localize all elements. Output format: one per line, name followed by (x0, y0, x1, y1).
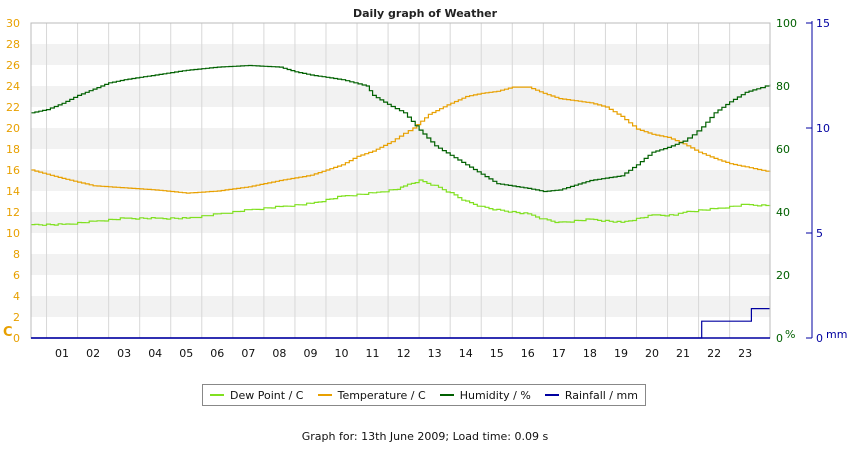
x-tick-label: 18 (583, 347, 597, 360)
x-tick-label: 02 (86, 347, 100, 360)
y-rain-tick-label: 5 (816, 227, 823, 240)
y-rain-unit-label: mm (826, 328, 847, 341)
y-left-tick-label: 10 (6, 227, 20, 240)
series-line-humidity (31, 64, 771, 193)
grid-band (31, 44, 770, 65)
x-tick-label: 03 (117, 347, 131, 360)
y-humidity-tick-label: 100 (776, 17, 797, 30)
legend-label: Dew Point / C (230, 388, 304, 402)
x-tick-label: 21 (676, 347, 690, 360)
y-left-unit-label: C (3, 325, 13, 340)
legend-item: Rainfall / mm (544, 388, 638, 402)
x-tick-label: 10 (335, 347, 349, 360)
x-tick-label: 08 (272, 347, 286, 360)
x-tick-label: 20 (645, 347, 659, 360)
grid-band (31, 107, 770, 128)
legend-item: Humidity / % (439, 388, 531, 402)
legend-label: Humidity / % (459, 388, 531, 402)
y-left-tick-label: 2 (13, 311, 20, 324)
footer-text: Graph for: 13th June 2009; Load time: 0.… (301, 430, 549, 443)
y-humidity-unit-label: % (785, 328, 795, 341)
x-tick-label: 04 (148, 347, 162, 360)
grid-band (31, 65, 770, 86)
chart-title: Daily graph of Weather (353, 7, 498, 20)
y-rain-tick-label: 0 (816, 332, 823, 345)
y-left-tick-label: 26 (6, 59, 20, 72)
x-tick-label: 07 (241, 347, 255, 360)
x-tick-label: 05 (179, 347, 193, 360)
y-humidity-tick-label: 60 (776, 143, 790, 156)
y-left-tick-label: 12 (6, 206, 20, 219)
legend-item: Temperature / C (317, 388, 426, 402)
x-tick-label: 15 (490, 347, 504, 360)
y-left-tick-label: 20 (6, 122, 20, 135)
x-tick-label: 06 (210, 347, 224, 360)
y-left-tick-label: 0 (13, 332, 20, 345)
y-humidity-tick-label: 20 (776, 269, 790, 282)
grid-band (31, 317, 770, 338)
x-tick-label: 22 (707, 347, 721, 360)
grid-band (31, 191, 770, 212)
grid-band (31, 170, 770, 191)
y-rain-tick-label: 10 (816, 122, 830, 135)
legend-item: Dew Point / C (210, 389, 303, 402)
grid-band (31, 212, 770, 233)
grid-band (31, 86, 770, 107)
series-line-temperature (31, 86, 771, 194)
legend-label: Temperature / C (337, 388, 426, 402)
x-tick-label: 13 (428, 347, 442, 360)
legend-label: Rainfall / mm (564, 388, 638, 402)
grid-band (31, 233, 770, 254)
y-humidity-tick-label: 0 (776, 332, 783, 345)
axes (30, 21, 813, 339)
legend-swatch (544, 394, 559, 396)
y-left-tick-label: 8 (13, 248, 20, 261)
y-humidity-tick-label: 40 (776, 206, 790, 219)
legend-swatch (317, 394, 332, 396)
plot-background-bands (31, 23, 770, 338)
y-left-tick-label: 18 (6, 143, 20, 156)
x-tick-label: 23 (738, 347, 752, 360)
x-tick-label: 11 (366, 347, 380, 360)
legend-swatch (439, 394, 454, 396)
y-left-tick-label: 14 (6, 185, 20, 198)
x-tick-label: 12 (397, 347, 411, 360)
y-left-tick-label: 24 (6, 80, 20, 93)
y-humidity-tick-label: 80 (776, 80, 790, 93)
x-tick-label: 16 (521, 347, 535, 360)
series-line-dew (31, 179, 771, 226)
y-left-tick-label: 16 (6, 164, 20, 177)
x-tick-label: 19 (614, 347, 628, 360)
y-left-tick-label: 6 (13, 269, 20, 282)
y-left-tick-label: 4 (13, 290, 20, 303)
grid-band (31, 275, 770, 296)
x-tick-label: 01 (55, 347, 69, 360)
x-tick-label: 14 (459, 347, 473, 360)
weather-chart: Daily graph of Weather 02468101214161820… (3, 7, 847, 360)
grid-band (31, 296, 770, 317)
y-left-tick-label: 28 (6, 38, 20, 51)
legend-swatch (210, 394, 225, 396)
grid-band (31, 23, 770, 44)
y-rain-tick-label: 15 (816, 17, 830, 30)
grid-band (31, 254, 770, 275)
x-tick-label: 17 (552, 347, 566, 360)
grid-band (31, 149, 770, 170)
y-left-tick-label: 22 (6, 101, 20, 114)
y-left-tick-label: 30 (6, 17, 20, 30)
x-tick-label: 09 (303, 347, 317, 360)
grid-band (31, 128, 770, 149)
legend: Dew Point / C Temperature / C Humidity / %… (202, 384, 646, 406)
